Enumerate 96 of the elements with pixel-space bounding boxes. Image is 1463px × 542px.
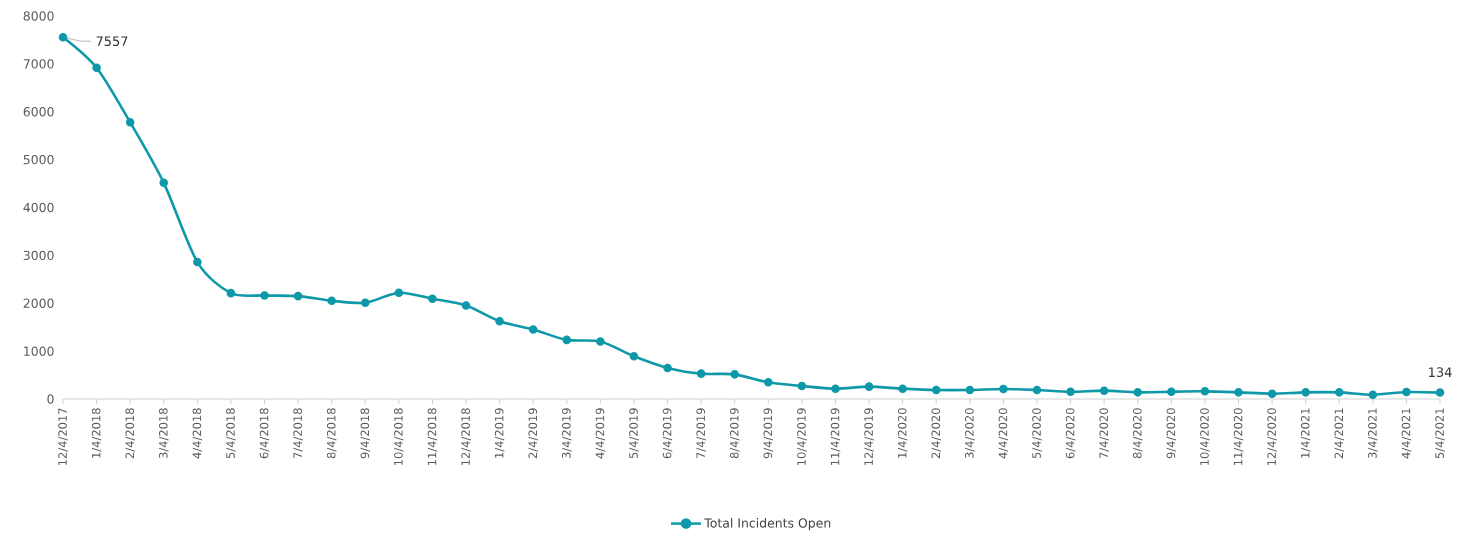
y-tick-label: 7000 bbox=[23, 59, 54, 69]
point bbox=[864, 382, 874, 391]
point bbox=[1234, 388, 1243, 397]
y-tick-label: 5000 bbox=[23, 154, 54, 165]
y-tick-label: 6000 bbox=[23, 107, 54, 117]
x-tick-label: 1/4/2021 bbox=[1300, 408, 1311, 458]
x-tick-label: 9/4/2020 bbox=[1166, 408, 1177, 459]
point bbox=[1167, 387, 1176, 396]
point bbox=[1435, 388, 1445, 397]
x-tick-label: 5/4/2019 bbox=[629, 408, 639, 459]
point bbox=[260, 291, 269, 300]
x-tick-label: 5/4/2020 bbox=[1032, 408, 1042, 459]
point bbox=[1334, 388, 1344, 397]
point bbox=[1099, 386, 1109, 395]
y-tick-label: 2000 bbox=[23, 298, 54, 308]
point bbox=[1032, 385, 1042, 395]
point bbox=[999, 384, 1008, 394]
point bbox=[1368, 390, 1378, 399]
annotation: 134 bbox=[1429, 367, 1452, 378]
x-tick-label: 6/4/2020 bbox=[1065, 408, 1076, 459]
point bbox=[730, 370, 739, 379]
point bbox=[1200, 387, 1210, 396]
x-tick-label: 12/4/2018 bbox=[461, 408, 471, 465]
x-tick-label: 1/4/2018 bbox=[91, 408, 102, 458]
x-tick-label: 2/4/2019 bbox=[528, 408, 538, 459]
annotation: 7557 bbox=[96, 36, 128, 47]
x-tick-label: 9/4/2019 bbox=[763, 408, 774, 459]
point bbox=[125, 117, 135, 127]
x-tick-label: 3/4/2019 bbox=[562, 408, 572, 459]
x-tick-label: 2/4/2021 bbox=[1334, 408, 1345, 459]
point bbox=[394, 288, 404, 297]
y-tick-label: 3000 bbox=[23, 250, 54, 261]
point bbox=[696, 369, 706, 378]
y-tick-label: 4000 bbox=[23, 202, 54, 213]
x-tick-label: 4/4/2021 bbox=[1401, 408, 1412, 459]
x-tick-label: 11/4/2019 bbox=[830, 408, 841, 465]
point bbox=[1402, 387, 1411, 397]
point bbox=[1301, 388, 1310, 397]
x-tick-label: 8/4/2020 bbox=[1132, 408, 1143, 459]
point bbox=[193, 257, 202, 267]
point bbox=[629, 352, 639, 361]
x-tick-label: 8/4/2019 bbox=[729, 408, 740, 459]
point bbox=[495, 316, 504, 326]
point bbox=[931, 385, 941, 395]
y-tick-label: 8000 bbox=[23, 11, 54, 21]
point bbox=[92, 63, 101, 72]
point bbox=[1267, 389, 1277, 398]
y-tick-label: 1000 bbox=[24, 346, 54, 356]
legend-label: Total Incidents Open bbox=[704, 518, 831, 531]
point bbox=[1066, 387, 1075, 396]
point bbox=[663, 363, 672, 373]
point bbox=[428, 294, 437, 304]
point bbox=[159, 178, 169, 188]
point bbox=[528, 325, 538, 334]
x-tick-label: 7/4/2020 bbox=[1099, 408, 1109, 459]
point bbox=[898, 384, 907, 393]
x-tick-label: 10/4/2018 bbox=[394, 408, 404, 465]
point bbox=[360, 298, 370, 308]
x-tick-label: 7/4/2019 bbox=[696, 408, 706, 459]
y-tick-label: 0 bbox=[47, 394, 54, 404]
x-tick-label: 11/4/2020 bbox=[1233, 408, 1244, 465]
point bbox=[1133, 388, 1143, 397]
x-tick-label: 2/4/2018 bbox=[125, 408, 135, 459]
x-tick-label: 7/4/2018 bbox=[293, 408, 303, 459]
point bbox=[226, 288, 236, 298]
point bbox=[562, 335, 572, 345]
x-tick-label: 5/4/2018 bbox=[226, 408, 236, 459]
x-tick-label: 12/4/2020 bbox=[1267, 408, 1277, 465]
point bbox=[831, 384, 840, 393]
x-tick-label: 10/4/2020 bbox=[1200, 408, 1210, 465]
x-tick-label: 11/4/2018 bbox=[427, 408, 438, 465]
point bbox=[461, 301, 471, 310]
x-tick-label: 3/4/2021 bbox=[1368, 408, 1378, 459]
x-tick-label: 4/4/2018 bbox=[192, 408, 203, 459]
x-tick-label: 12/4/2019 bbox=[864, 408, 874, 465]
point bbox=[596, 337, 605, 346]
point bbox=[764, 378, 773, 387]
x-tick-label: 6/4/2018 bbox=[259, 408, 270, 459]
x-tick-label: 12/4/2017 bbox=[58, 408, 68, 465]
x-tick-label: 1/4/2020 bbox=[897, 408, 908, 458]
point bbox=[797, 381, 807, 391]
x-tick-label: 5/4/2021 bbox=[1435, 408, 1445, 459]
x-tick-label: 10/4/2019 bbox=[797, 408, 807, 465]
point bbox=[965, 385, 975, 395]
point bbox=[293, 291, 303, 301]
x-tick-label: 1/4/2019 bbox=[494, 408, 505, 458]
x-tick-label: 3/4/2020 bbox=[965, 408, 975, 459]
point bbox=[58, 32, 68, 42]
x-tick-label: 9/4/2018 bbox=[360, 408, 371, 459]
x-tick-label: 4/4/2019 bbox=[595, 408, 606, 459]
point bbox=[327, 296, 336, 306]
x-tick-label: 2/4/2020 bbox=[931, 408, 942, 459]
x-tick-label: 6/4/2019 bbox=[662, 408, 673, 459]
x-tick-label: 4/4/2020 bbox=[998, 408, 1009, 459]
x-tick-label: 8/4/2018 bbox=[326, 408, 337, 459]
x-tick-label: 3/4/2018 bbox=[158, 408, 169, 459]
